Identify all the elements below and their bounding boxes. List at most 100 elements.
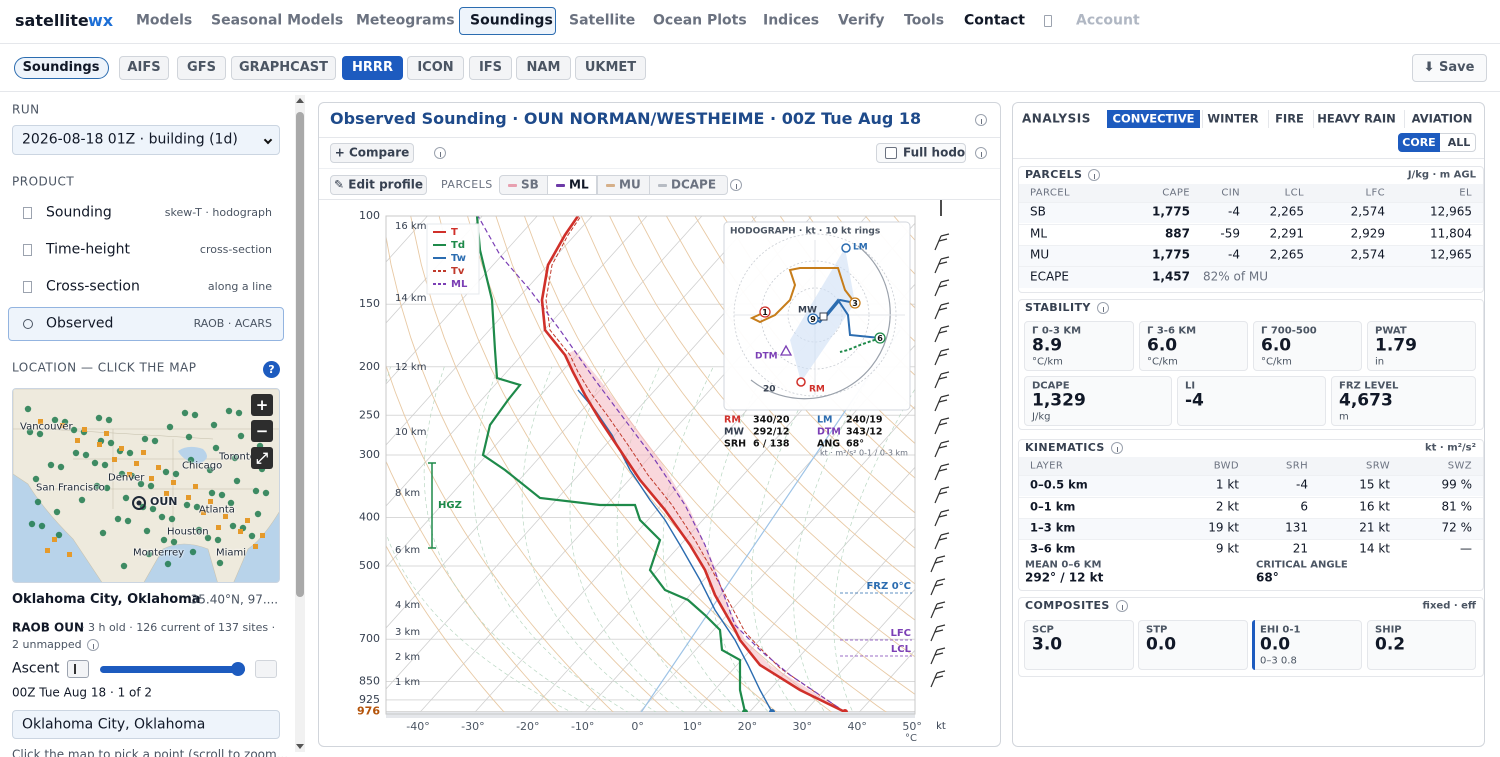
mode-option[interactable]: CORE — [1402, 135, 1436, 149]
wind-unit: kt — [936, 721, 946, 732]
edit-button[interactable] — [330, 175, 427, 195]
model-tab[interactable] — [231, 56, 336, 80]
nav-item[interactable]: Meteograms — [356, 12, 455, 29]
selected-station — [132, 496, 146, 510]
full-hodo-toggle[interactable] — [876, 143, 966, 163]
model-tab[interactable] — [342, 56, 403, 80]
analysis-tab[interactable]: CONVECTIVE — [1112, 111, 1195, 126]
info-icon[interactable] — [730, 179, 742, 191]
parcel-option[interactable]: ML — [569, 177, 589, 192]
compare-button[interactable] — [330, 143, 414, 163]
table-cell: MU — [1030, 247, 1050, 262]
model-tab-label: NAM — [526, 59, 561, 75]
info-glyph — [980, 152, 982, 157]
parcel-option[interactable]: MU — [619, 177, 641, 192]
hodo-label: RM — [809, 385, 825, 395]
next-button[interactable] — [255, 660, 277, 678]
table-cell: 82% of MU — [1203, 269, 1269, 284]
product-name[interactable]: Time-height — [46, 241, 130, 258]
hodo-stat-value: 340/20 — [753, 415, 790, 426]
hodo-stat-key: ANG — [817, 439, 840, 450]
ascent-slider[interactable] — [100, 666, 245, 673]
height-label: 16 km — [395, 221, 426, 232]
analysis-tab[interactable]: AVIATION — [1411, 111, 1473, 126]
nav-item[interactable]: Ocean Plots — [653, 12, 747, 29]
parcel-option[interactable]: SB — [521, 177, 539, 192]
product-name[interactable]: Cross-section — [46, 278, 140, 295]
section-units: J/kg · m AGL — [1407, 169, 1476, 181]
model-tab[interactable] — [469, 56, 512, 80]
nav-item[interactable]: Contact — [964, 12, 1025, 29]
product-name[interactable]: Sounding — [46, 204, 112, 221]
info-icon[interactable] — [1088, 169, 1100, 181]
pressure-label: 700 — [359, 632, 380, 645]
section-label: PRODUCT — [12, 174, 75, 189]
parcel-swatch — [658, 184, 667, 187]
slider-thumb[interactable] — [231, 662, 245, 676]
model-tab[interactable] — [119, 56, 169, 80]
product-name[interactable]: Observed — [46, 315, 114, 332]
station-dot — [24, 405, 32, 413]
metric-value: 6.0 — [1147, 335, 1178, 356]
map-control[interactable] — [251, 420, 273, 442]
info-icon[interactable] — [975, 114, 987, 126]
info-glyph — [1116, 447, 1118, 452]
location-map[interactable] — [12, 388, 280, 583]
mode-active[interactable] — [1398, 133, 1440, 152]
product-selected[interactable] — [8, 307, 284, 341]
isotherm — [386, 216, 648, 507]
search-input[interactable] — [12, 710, 280, 739]
table-cell: 2,574 — [1350, 247, 1385, 262]
model-tab[interactable] — [575, 56, 646, 80]
station-dot — [34, 498, 42, 506]
mode-option[interactable]: ALL — [1447, 135, 1471, 149]
pressure-label: 150 — [359, 297, 380, 310]
map-label: Denver — [108, 472, 145, 484]
nav-item[interactable]: Satellite — [569, 12, 636, 29]
analysis-tab[interactable]: WINTER — [1207, 111, 1259, 126]
analysis-tab[interactable]: FIRE — [1275, 111, 1304, 126]
info-icon[interactable] — [1116, 600, 1128, 612]
model-tab[interactable] — [407, 56, 464, 80]
checkbox[interactable] — [885, 147, 897, 159]
run-select[interactable] — [12, 125, 280, 155]
map-control[interactable] — [251, 447, 273, 469]
divider — [1268, 110, 1269, 128]
map-control[interactable] — [251, 394, 273, 416]
parcel-option[interactable]: DCAPE — [671, 177, 717, 192]
column-header: EL — [1459, 187, 1472, 199]
tw-line — [577, 389, 773, 713]
nav-item[interactable]: Tools — [904, 12, 945, 29]
station-marker — [186, 495, 191, 500]
model-tab[interactable] — [177, 56, 226, 80]
nav-item[interactable]: Models — [136, 12, 193, 29]
table-cell: 2,291 — [1269, 226, 1304, 241]
prev-button[interactable] — [67, 660, 89, 678]
wind-barb — [934, 394, 950, 412]
analysis-tab[interactable]: HEAVY RAIN — [1317, 111, 1396, 126]
save-button[interactable] — [1412, 54, 1487, 82]
wind-barb — [934, 440, 950, 458]
help-button[interactable] — [263, 361, 280, 378]
nav-item[interactable]: Indices — [763, 12, 820, 29]
table-cell: 131 — [1285, 520, 1308, 535]
nav-item[interactable]: Seasonal Models — [211, 12, 344, 29]
info-icon[interactable] — [434, 147, 446, 159]
nav-item[interactable]: Verify — [838, 12, 885, 29]
nav-account[interactable]: Account — [1076, 12, 1140, 29]
mode-pill[interactable] — [14, 57, 109, 79]
info-icon[interactable] — [1111, 442, 1123, 454]
info-icon[interactable] — [1097, 302, 1109, 314]
height-label: 2 km — [395, 652, 420, 663]
station-marker — [60, 423, 65, 428]
tab-active[interactable] — [1107, 110, 1200, 128]
station-dot — [158, 513, 166, 521]
info-icon[interactable] — [975, 147, 987, 159]
station-dot — [229, 522, 237, 530]
nav-item[interactable]: Soundings — [470, 12, 553, 29]
place-name: Oklahoma City, Oklahoma — [12, 591, 201, 607]
nav-active[interactable] — [459, 7, 556, 35]
model-tab[interactable] — [516, 56, 571, 80]
wind-barb — [934, 509, 950, 527]
info-icon[interactable] — [87, 639, 99, 651]
